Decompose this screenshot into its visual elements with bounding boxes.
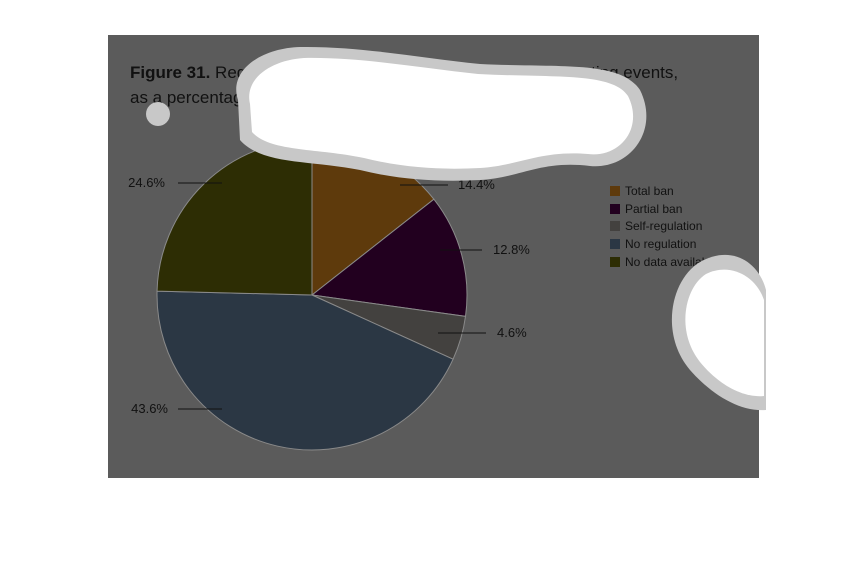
pie-slice-no-regulation [156,290,454,451]
figure-number: Figure 31. [130,63,211,82]
legend-label: Total ban [625,183,674,198]
legend-swatch [610,203,620,214]
overlay-blob-top-inner [249,57,634,169]
overlay-blob-right-inner [685,269,764,397]
pie-slice-partial-ban [310,198,468,317]
legend-label: No data available [625,255,718,270]
legend-item: Partial ban [610,200,718,218]
slice-value-label: 24.6% [128,175,165,190]
overlay-dot [146,102,170,126]
legend-swatch [610,257,620,268]
legend-item: Self-regulation [610,218,718,236]
legend-item: No data available [610,253,718,271]
legend-swatch [610,221,620,232]
legend-swatch [610,185,620,196]
legend-label: Self-regulation [625,219,703,234]
slice-value-label: 4.6% [497,325,527,340]
chart-legend: Total ban Partial ban Self-regulation No re… [610,182,718,271]
slice-value-label: 43.6% [131,401,168,416]
legend-item: Total ban [610,182,718,200]
slice-value-label: 14.4% [458,177,495,192]
legend-label: No regulation [625,237,697,252]
legend-label: Partial ban [625,201,683,216]
legend-item: No regulation [610,235,718,253]
slice-labels: 14.4% 12.8% 4.6% 43.6% 24.6% [128,175,530,416]
leader-lines [178,182,486,410]
legend-swatch [610,239,620,250]
pie-slices [156,139,468,451]
slice-value-label: 12.8% [493,242,530,257]
